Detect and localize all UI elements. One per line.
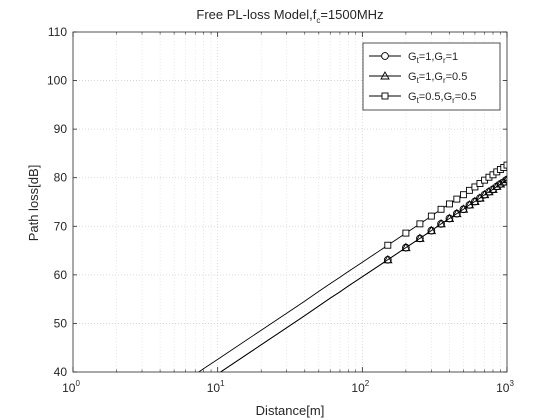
title-tail: =1500MHz — [320, 7, 383, 22]
legend-label-part: G — [408, 91, 417, 103]
legend-label-part: =1,G — [419, 71, 443, 83]
x-tick-base: 10 — [207, 381, 221, 395]
y-tick-label: 100 — [47, 74, 67, 88]
y-tick-label: 50 — [54, 316, 68, 330]
y-tick-label: 60 — [54, 268, 68, 282]
x-tick-exponent: 2 — [365, 379, 370, 388]
y-tick-label: 80 — [54, 171, 68, 185]
x-tick-base: 10 — [351, 381, 365, 395]
legend-label-part: G — [408, 51, 417, 63]
legend-marker-square — [382, 93, 388, 99]
data-point-square — [403, 230, 409, 236]
data-point-square — [428, 213, 434, 219]
y-tick-label: 90 — [54, 122, 68, 136]
y-axis-label: Path loss[dB] — [26, 165, 41, 242]
legend-label-part: G — [408, 71, 417, 83]
title-main: Free PL-loss Model,f — [196, 7, 316, 22]
legend-label-part: =1 — [446, 51, 459, 63]
y-tick-label: 40 — [54, 365, 68, 379]
x-tick-exponent: 3 — [509, 379, 514, 388]
x-tick-base: 10 — [496, 381, 510, 395]
data-point-square — [438, 206, 444, 212]
data-point-square — [460, 192, 466, 198]
x-tick-base: 10 — [62, 381, 76, 395]
y-tick-label: 110 — [48, 25, 67, 39]
legend-label-part: =0.5 — [446, 71, 468, 83]
data-point-square — [454, 196, 460, 202]
data-point-square — [417, 221, 423, 227]
y-tick-label: 70 — [54, 219, 68, 233]
legend-label-part: =0.5 — [455, 91, 477, 103]
x-axis-label: Distance[m] — [256, 403, 325, 418]
x-tick-exponent: 1 — [220, 379, 225, 388]
legend-label-part: =0.5,G — [419, 91, 452, 103]
legend-label: Gt=0.5,Gr=0.5 — [408, 91, 477, 105]
legend-marker-circle — [382, 53, 389, 60]
legend-label: Gt=1,Gr=1 — [408, 51, 458, 65]
legend-label-part: =1,G — [419, 51, 443, 63]
x-tick-exponent: 0 — [75, 379, 80, 388]
data-point-square — [446, 201, 452, 207]
legend: Gt=1,Gr=1Gt=1,Gr=0.5Gt=0.5,Gr=0.5 — [363, 43, 500, 110]
data-point-square — [385, 242, 391, 248]
